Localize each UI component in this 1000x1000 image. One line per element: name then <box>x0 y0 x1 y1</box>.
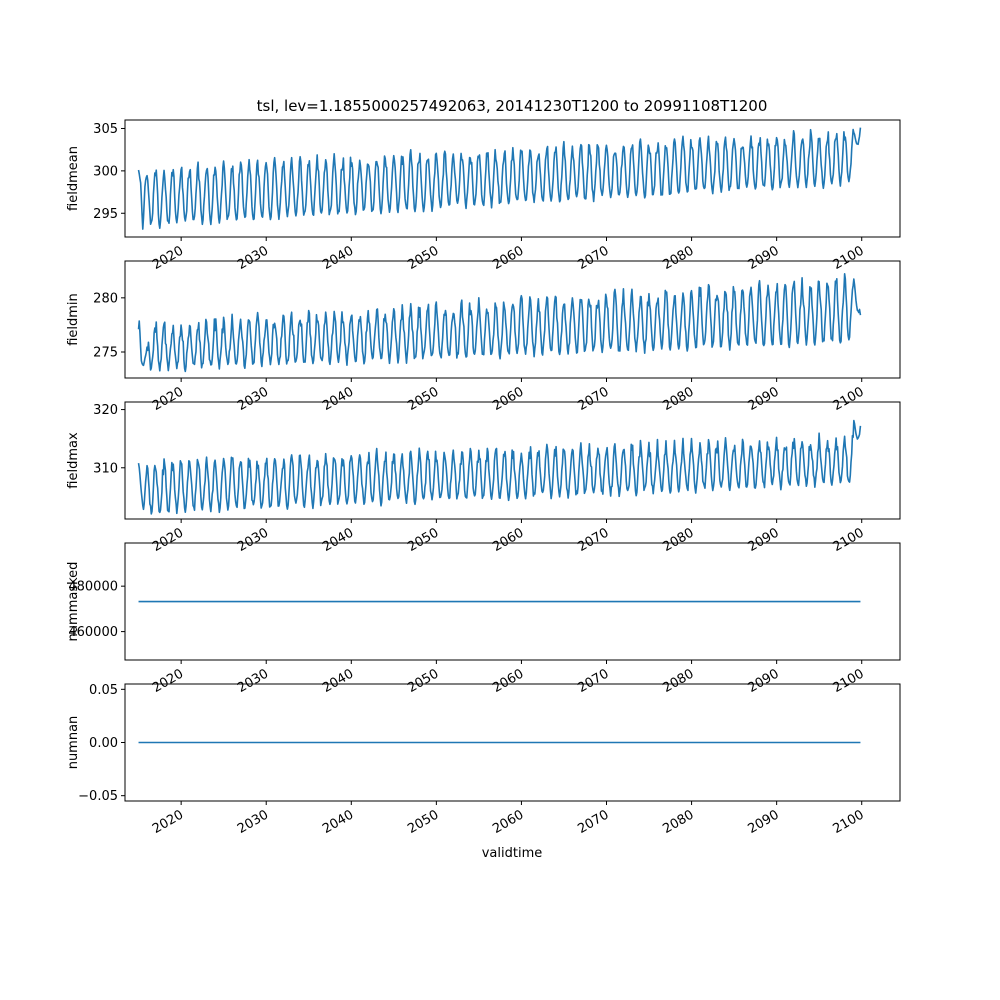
y-tick-label-numnan: 0.05 <box>89 683 118 698</box>
axes-frame-fieldmax <box>124 401 901 520</box>
y-tick-label-fieldmean: 295 <box>93 207 118 222</box>
y-tick-label-numnan: 0.00 <box>89 736 118 751</box>
y-tick-label-nummasked: 480000 <box>68 580 118 595</box>
axes-frame-fieldmin <box>124 260 901 379</box>
y-axis-label-fieldmin: fieldmin <box>66 293 81 346</box>
y-tick-label-fieldmax: 320 <box>93 403 118 418</box>
y-tick-label-fieldmin: 275 <box>93 346 118 361</box>
y-axis-label-numnan: numnan <box>66 716 81 770</box>
y-tick-label-numnan: −0.05 <box>78 789 118 804</box>
axes-frame-numnan <box>124 683 901 802</box>
y-tick-label-fieldmax: 310 <box>93 461 118 476</box>
axes-frame-nummasked <box>124 542 901 661</box>
y-tick-label-fieldmin: 280 <box>93 291 118 306</box>
y-tick-label-nummasked: 460000 <box>68 625 118 640</box>
y-axis-label-nummasked: nummasked <box>66 562 81 642</box>
figure-title: tsl, lev=1.1855000257492063, 20141230T12… <box>257 97 768 115</box>
y-tick-label-fieldmean: 300 <box>93 164 118 179</box>
series-line-fieldmin <box>137 273 862 373</box>
series-line-fieldmean <box>137 127 862 230</box>
y-axis-label-fieldmax: fieldmax <box>66 432 81 489</box>
y-axis-label-fieldmean: fieldmean <box>66 146 81 211</box>
x-axis-label: validtime <box>482 846 543 861</box>
series-line-fieldmax <box>137 419 862 515</box>
y-tick-label-fieldmean: 305 <box>93 122 118 137</box>
axes-frame-fieldmean <box>124 119 901 238</box>
